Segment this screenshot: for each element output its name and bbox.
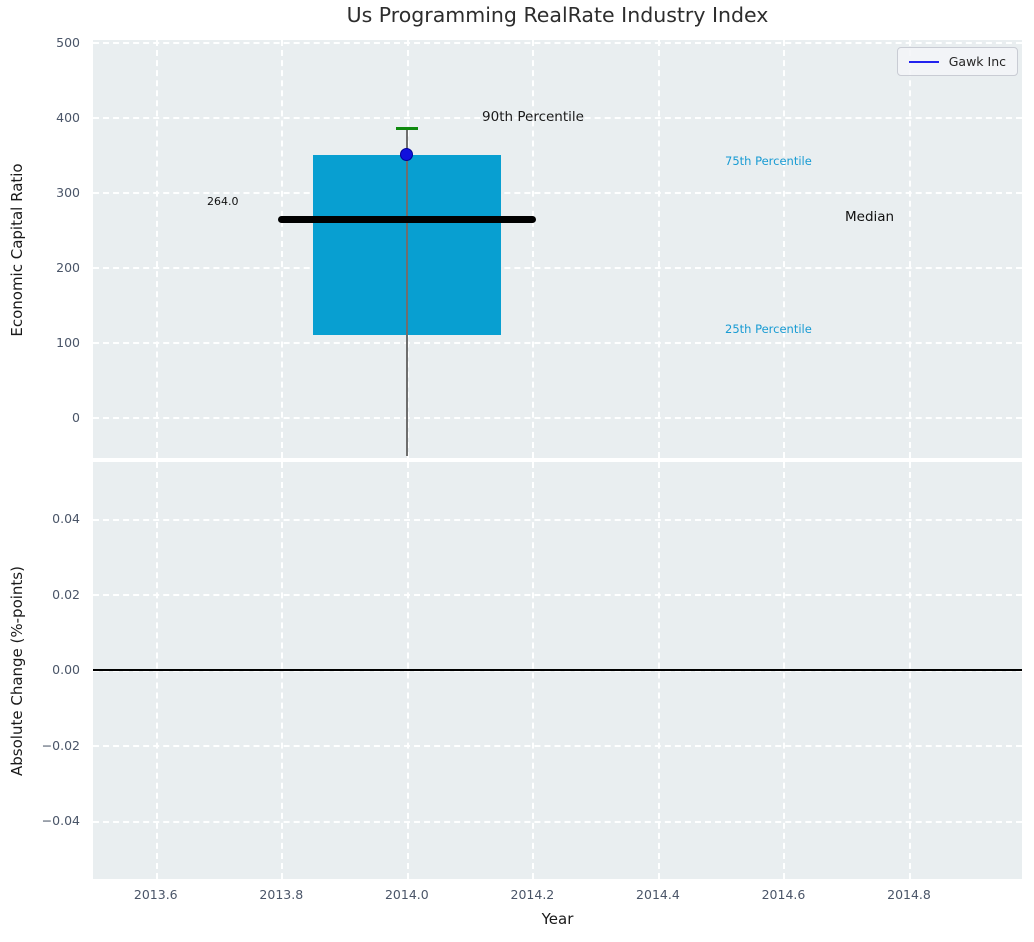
x-tick-label: 2014.2 (510, 887, 555, 902)
chart-title: Us Programming RealRate Industry Index (346, 3, 769, 27)
company-marker-dot (400, 148, 414, 162)
y-gridline (93, 518, 1022, 521)
y-gridline (93, 745, 1022, 748)
annotation-median-value: 264.0 (207, 195, 239, 208)
annotation-75th-percentile: 75th Percentile (725, 154, 812, 168)
p90-cap-line (395, 126, 418, 131)
top-y-axis-label: Economic Capital Ratio (8, 163, 26, 337)
y-tick-label: 0 (72, 409, 80, 425)
x-tick-label: 2014.0 (384, 887, 429, 902)
y-tick-label: 0.04 (52, 511, 80, 527)
y-tick-label: 100 (56, 334, 80, 350)
y-tick-label: 300 (56, 184, 80, 200)
x-gridline (532, 40, 535, 458)
x-tick-label: 2014.8 (887, 887, 931, 902)
x-tick-label: 2014.6 (761, 887, 806, 902)
x-tick-label: 2013.8 (259, 887, 304, 902)
x-gridline (657, 40, 660, 458)
y-gridline (93, 192, 1022, 195)
y-gridline (93, 820, 1022, 823)
y-tick-label: −0.02 (41, 737, 80, 753)
y-tick-label: 200 (56, 259, 80, 275)
x-gridline (909, 40, 911, 458)
top-axes (93, 40, 1022, 458)
legend: Gawk Inc (896, 47, 1018, 76)
x-tick-label: 2013.6 (133, 887, 178, 902)
y-gridline (93, 117, 1022, 120)
y-gridline (93, 594, 1022, 597)
y-gridline (93, 342, 1022, 345)
y-tick-label: 500 (56, 34, 80, 50)
y-tick-label: 0.02 (52, 586, 80, 602)
y-tick-label: 0.00 (52, 662, 80, 678)
legend-line-swatch (908, 60, 939, 63)
x-gridline (155, 40, 158, 458)
legend-label: Gawk Inc (948, 54, 1006, 69)
y-gridline (93, 267, 1022, 270)
y-tick-label: 400 (56, 109, 80, 125)
x-tick-label: 2014.4 (636, 887, 680, 902)
bottom-axes (93, 462, 1022, 879)
y-tick-label: −0.04 (41, 813, 80, 829)
x-axis-label: Year (541, 910, 574, 928)
y-gridline (93, 42, 1022, 45)
median-line (278, 215, 536, 223)
annotation-median: Median (845, 209, 895, 225)
y-gridline (93, 669, 1022, 672)
y-gridline (93, 417, 1022, 420)
x-gridline (281, 40, 284, 458)
whisker-line (406, 128, 408, 457)
annotation-90th-percentile: 90th Percentile (482, 109, 584, 125)
zero-line (93, 668, 1022, 671)
annotation-25th-percentile: 25th Percentile (725, 322, 812, 336)
x-gridline (783, 40, 786, 458)
